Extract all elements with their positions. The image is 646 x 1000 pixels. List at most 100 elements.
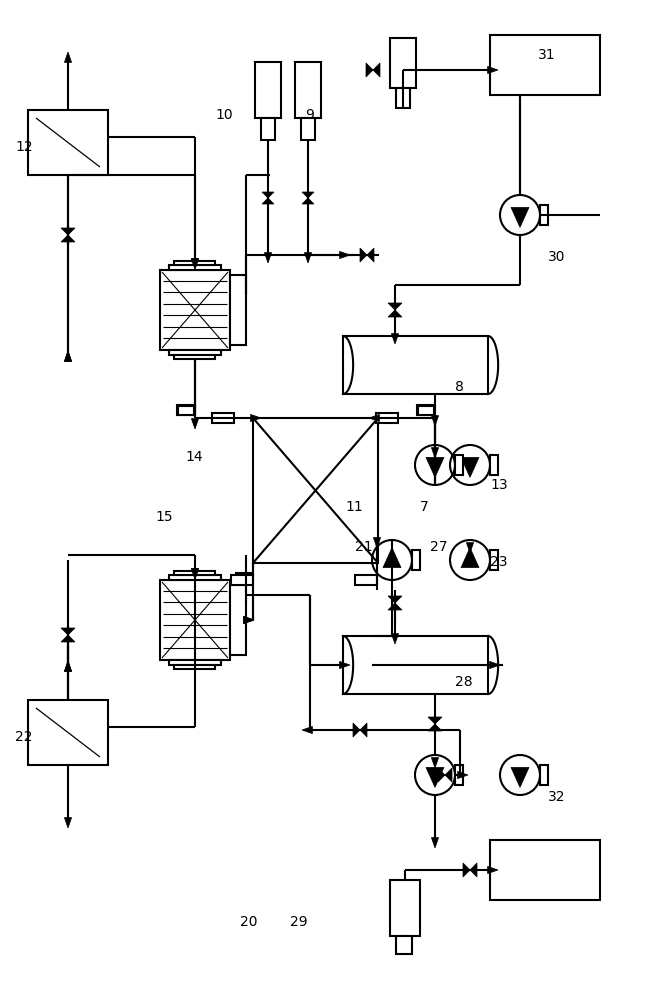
Bar [301,118,315,140]
Polygon shape [191,259,198,269]
Bar [231,575,253,585]
Polygon shape [432,758,439,768]
Bar [355,575,377,585]
Polygon shape [432,838,439,848]
Polygon shape [65,52,72,62]
Polygon shape [369,414,379,422]
Polygon shape [466,543,474,553]
Bar [418,406,434,415]
Bar [169,660,221,665]
Polygon shape [353,723,367,737]
Bar [490,455,498,475]
Bar [169,350,221,355]
Text: 10: 10 [215,108,233,122]
Bar [174,261,215,265]
Bar [417,405,435,415]
Polygon shape [461,457,479,477]
Text: 29: 29 [290,915,307,929]
Bar [261,118,275,140]
Bar [174,355,215,359]
Polygon shape [244,616,254,624]
Polygon shape [391,334,399,344]
Polygon shape [511,767,529,787]
Text: 12: 12 [15,140,33,154]
Polygon shape [65,661,72,671]
Bar [540,765,548,785]
Text: 14: 14 [185,450,203,464]
Bar [343,636,488,694]
Polygon shape [61,228,75,242]
Polygon shape [264,253,271,263]
Bar [490,35,600,95]
Bar [177,405,195,415]
Bar [490,550,498,570]
Text: 31: 31 [538,48,556,62]
Polygon shape [391,634,399,644]
Polygon shape [340,661,350,669]
Bar [390,880,420,936]
Bar [169,265,221,270]
Text: 15: 15 [155,510,172,524]
Bar [343,336,488,394]
Polygon shape [340,251,350,259]
Polygon shape [191,259,198,269]
Text: 21: 21 [355,540,373,554]
Text: 9: 9 [305,108,314,122]
Bar [295,62,321,118]
Polygon shape [360,248,374,262]
Polygon shape [373,538,380,548]
Text: 7: 7 [420,500,429,514]
Polygon shape [432,448,439,458]
Bar [455,765,463,785]
Polygon shape [461,548,479,568]
Polygon shape [488,866,498,874]
Polygon shape [426,457,444,477]
Polygon shape [251,414,261,422]
Bar [540,205,548,225]
Text: 8: 8 [455,380,464,394]
Polygon shape [65,661,72,671]
Bar [212,413,234,423]
Bar [490,840,600,900]
Bar [28,110,108,175]
Bar [174,665,215,669]
Polygon shape [383,548,401,568]
Bar [28,700,108,765]
Text: 20: 20 [240,915,258,929]
Polygon shape [432,416,439,426]
Bar [178,406,194,415]
Bar [174,571,215,575]
Polygon shape [244,616,254,624]
Text: 28: 28 [455,675,473,689]
Text: 11: 11 [345,500,363,514]
Polygon shape [488,66,498,74]
Text: 30: 30 [548,250,565,264]
Bar [236,573,252,582]
Text: 32: 32 [548,790,565,804]
Polygon shape [438,768,452,782]
Text: 22: 22 [15,730,32,744]
Bar [230,585,246,655]
Polygon shape [191,569,198,579]
Polygon shape [191,569,198,579]
Polygon shape [388,303,402,317]
Bar [412,550,420,570]
Bar [253,418,378,563]
Polygon shape [511,207,529,227]
Text: 13: 13 [490,478,508,492]
Bar [160,270,230,350]
Polygon shape [388,596,402,610]
Bar [376,413,398,423]
Polygon shape [65,351,72,361]
Bar [455,455,463,475]
Bar [169,575,221,580]
Bar [230,275,246,345]
Polygon shape [463,863,477,877]
Polygon shape [61,628,75,642]
Polygon shape [457,771,468,779]
Text: 27: 27 [430,540,448,554]
Bar [396,936,412,954]
Polygon shape [428,717,442,731]
Polygon shape [366,63,380,77]
Polygon shape [490,661,500,669]
